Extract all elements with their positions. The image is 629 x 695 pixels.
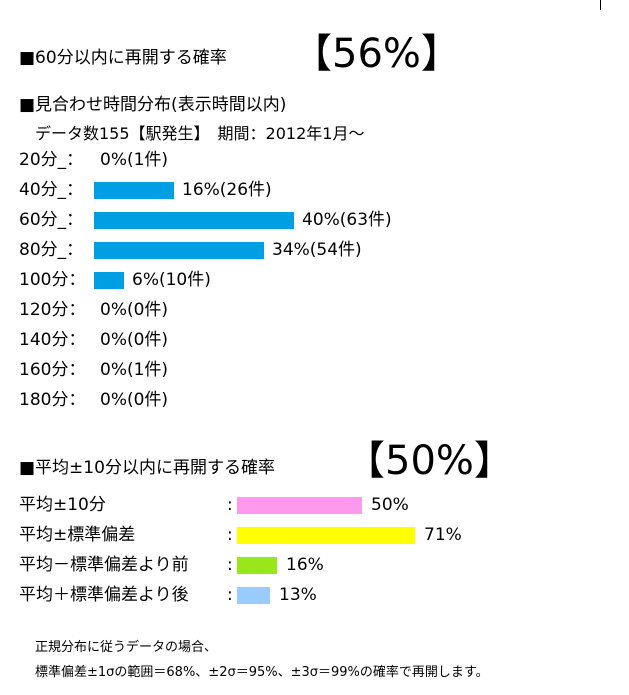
histogram-value-label: 16%(26件)	[182, 180, 272, 200]
histogram-value-label: 6%(10件)	[132, 270, 211, 290]
histogram-category-label: 40分_：	[19, 180, 84, 200]
histogram-row: 60分_： 40%(63件)	[19, 205, 579, 235]
histogram-row: 80分_： 34%(54件)	[19, 235, 579, 265]
histogram-bar	[94, 272, 124, 289]
histogram-row: 20分_： 0%(1件)	[19, 145, 579, 175]
comparison-row: 平均＋標準偏差より後: 13%	[19, 580, 579, 610]
distribution-subtitle: データ数155【駅発生】 期間：2012年1月〜	[35, 124, 365, 143]
histogram-bar	[94, 182, 174, 199]
histogram-row: 40分_： 16%(26件)	[19, 175, 579, 205]
comparison-value-label: 13%	[279, 585, 317, 605]
histogram-value-label: 0%(0件)	[100, 330, 169, 350]
histogram-value-label: 0%(1件)	[100, 360, 169, 380]
comparison-category-label: 平均＋標準偏差より後	[19, 585, 189, 605]
comparison-bar	[237, 587, 270, 604]
histogram-category-label: 120分：	[19, 300, 86, 320]
histogram-category-label: 60分_：	[19, 210, 84, 230]
comparison-bar	[237, 497, 362, 514]
section2-label: ■平均±10分以内に再開する確率	[19, 458, 275, 478]
comparison-value-label: 71%	[424, 525, 462, 545]
histogram-row: 120分： 0%(0件)	[19, 295, 579, 325]
histogram-row: 180分： 0%(0件)	[19, 385, 579, 415]
histogram-category-label: 180分：	[19, 390, 86, 410]
histogram-category-label: 80分_：	[19, 240, 84, 260]
histogram-row: 140分： 0%(0件)	[19, 325, 579, 355]
comparison-bar	[237, 527, 415, 544]
comparison-bar	[237, 557, 277, 574]
histogram-category-label: 140分：	[19, 330, 86, 350]
comparison-row: 平均±標準偏差: 71%	[19, 520, 579, 550]
histogram-value-label: 40%(63件)	[302, 210, 392, 230]
comparison-row: 平均－標準偏差より前: 16%	[19, 550, 579, 580]
histogram-row: 100分： 6%(10件)	[19, 265, 579, 295]
note-line1: 正規分布に従うデータの場合、	[35, 640, 218, 655]
section2-value: 【50%】	[345, 438, 514, 484]
histogram-value-label: 0%(0件)	[100, 390, 169, 410]
comparison-colon: :	[227, 555, 233, 575]
histogram-value-label: 34%(54件)	[272, 240, 362, 260]
histogram-bar	[94, 242, 264, 259]
corner-mark	[600, 0, 601, 10]
section1-label: ■60分以内に再開する確率	[19, 48, 227, 68]
distribution-title: ■見合わせ時間分布(表示時間以内)	[19, 95, 287, 115]
comparison-category-label: 平均±標準偏差	[19, 525, 136, 545]
histogram-category-label: 100分：	[19, 270, 86, 290]
histogram-category-label: 160分：	[19, 360, 86, 380]
note-line2: 標準偏差±1σの範囲＝68%、±2σ＝95%、±3σ＝99%の確率で再開します。	[35, 665, 489, 680]
histogram-value-label: 0%(0件)	[100, 300, 169, 320]
comparison-category-label: 平均－標準偏差より前	[19, 555, 189, 575]
histogram-row: 160分： 0%(1件)	[19, 355, 579, 385]
comparison-row: 平均±10分: 50%	[19, 490, 579, 520]
comparison-category-label: 平均±10分	[19, 495, 106, 515]
histogram-category-label: 20分_：	[19, 150, 84, 170]
comparison-value-label: 50%	[371, 495, 409, 515]
comparison-value-label: 16%	[286, 555, 324, 575]
histogram-value-label: 0%(1件)	[100, 150, 169, 170]
section1-value: 【56%】	[292, 31, 461, 77]
comparison-colon: :	[227, 525, 233, 545]
histogram-bar	[94, 212, 294, 229]
comparison-colon: :	[227, 495, 233, 515]
comparison-colon: :	[227, 585, 233, 605]
